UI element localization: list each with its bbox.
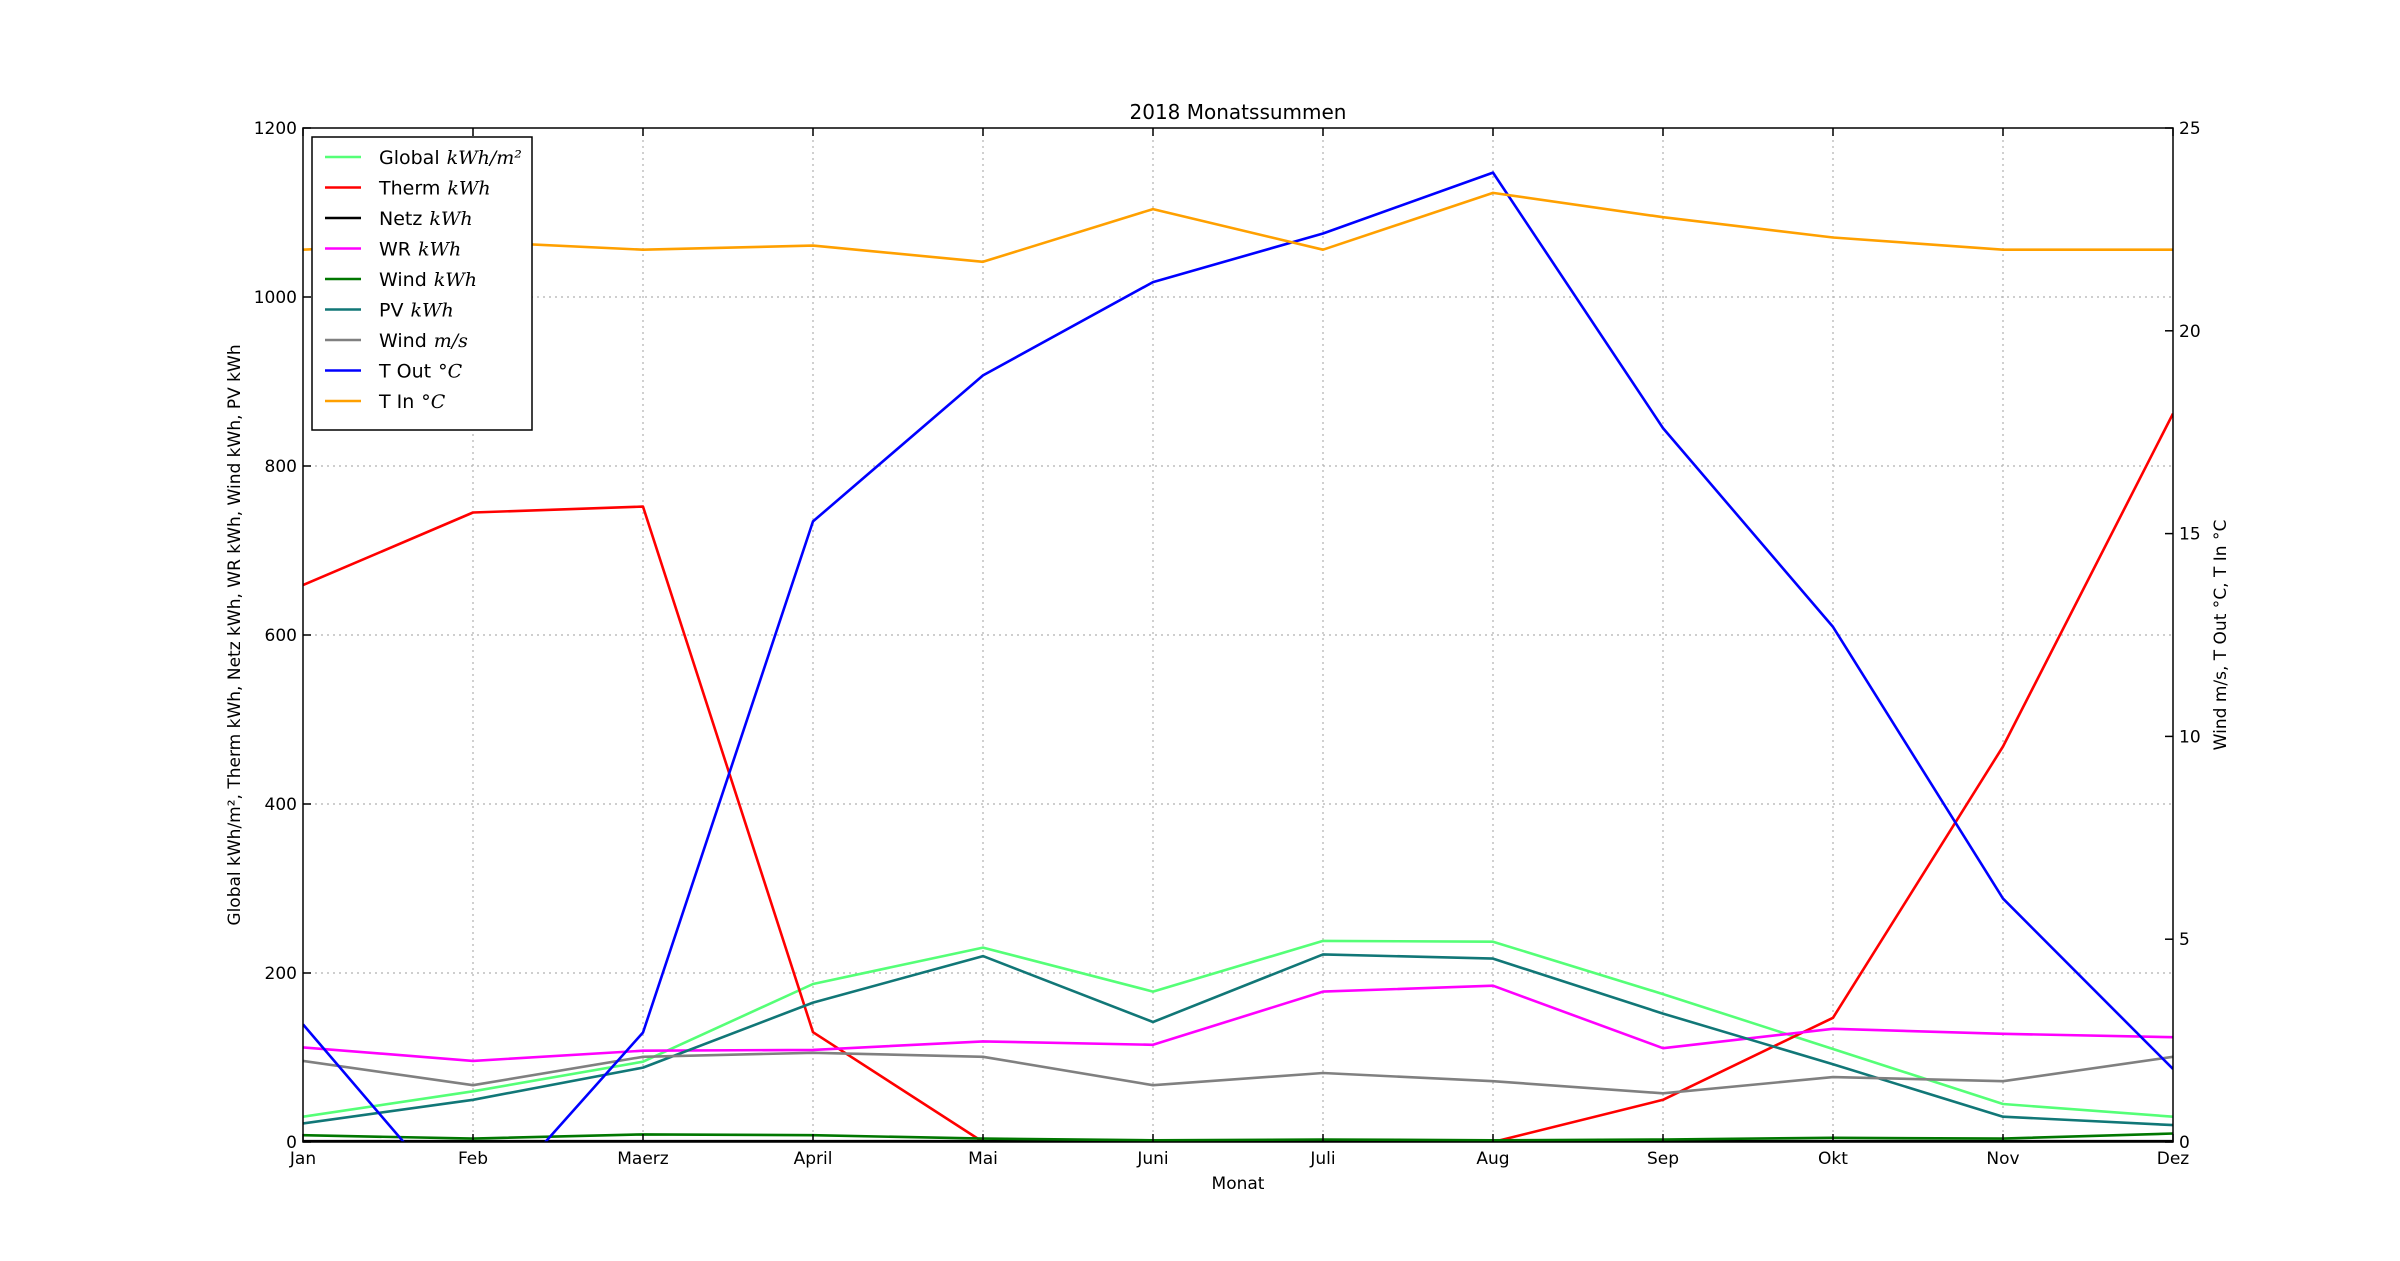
y-tick-label-left: 1200 — [254, 119, 297, 139]
x-tick-label: Maerz — [617, 1149, 669, 1169]
x-tick-label: Jan — [289, 1149, 316, 1169]
y-tick-label-right: 10 — [2179, 727, 2201, 747]
legend-series-name: T In — [378, 391, 414, 413]
legend-series-name: Wind — [379, 269, 427, 291]
y-tick-label-left: 200 — [265, 964, 297, 984]
legend-label: T Out °C — [378, 361, 463, 383]
y-tick-label-left: 800 — [265, 457, 297, 477]
legend-label: Global kWh/m² — [379, 147, 522, 169]
legend-series-name: Netz — [379, 208, 422, 230]
y-tick-label-right: 15 — [2179, 525, 2201, 545]
legend-series-unit: kWh — [447, 178, 490, 200]
series-line-wind-kwh — [303, 1132, 2173, 1142]
legend-series-name: Therm — [378, 178, 440, 200]
legend-series-unit: m/s — [434, 330, 468, 352]
legend-series-unit: kWh — [410, 300, 453, 322]
series-line-t-out-c — [303, 171, 2173, 1142]
axis-ticks: Jan Feb Maerz April Mai Juni Juli Aug Sep Okt Nov D… — [254, 119, 2201, 1169]
y-tick-label-left: 0 — [286, 1133, 297, 1153]
y-axis-label-left: Global kWh/m², Therm kWh, Netz kWh, WR k… — [225, 344, 245, 925]
legend-series-unit: kWh/m² — [447, 147, 522, 169]
x-tick-label: Juni — [1136, 1149, 1168, 1169]
legend-series-name: Wind — [379, 330, 427, 352]
series-line-wind-m-s — [303, 1051, 2173, 1095]
legend-series-name: Global — [379, 147, 440, 169]
legend-label: Therm kWh — [378, 178, 491, 200]
x-tick-label: Juli — [1309, 1149, 1335, 1169]
legend-series-name: T Out — [378, 361, 431, 383]
legend-box — [311, 136, 533, 431]
x-tick-label: Sep — [1647, 1149, 1679, 1169]
legend-series-unit: °C — [421, 391, 446, 413]
series-line-t-in-c — [303, 191, 2173, 264]
y-tick-label-left: 600 — [265, 626, 297, 646]
legend-label: T In °C — [378, 391, 446, 413]
legend-label: Netz kWh — [379, 208, 473, 230]
legend-series-unit: kWh — [418, 239, 461, 261]
y-tick-label-right: 25 — [2179, 119, 2201, 139]
x-tick-label: April — [794, 1149, 833, 1169]
series-lines — [303, 171, 2173, 1142]
series-line-global-kwh-m — [303, 939, 2173, 1118]
legend-label: Wind kWh — [379, 269, 477, 291]
x-tick-label: Okt — [1818, 1149, 1848, 1169]
legend-series-unit: °C — [438, 361, 463, 383]
series-line-pv-kwh — [303, 953, 2173, 1127]
legend-series-unit: kWh — [429, 208, 472, 230]
x-tick-label: Dez — [2157, 1149, 2190, 1169]
y-tick-label-right: 5 — [2179, 930, 2190, 950]
legend-label: Wind m/s — [379, 330, 468, 352]
series-line-wr-kwh — [303, 984, 2173, 1063]
legend-series-unit: kWh — [434, 269, 477, 291]
legend-label: WR kWh — [379, 239, 461, 261]
y-tick-label-right: 0 — [2179, 1133, 2190, 1153]
x-tick-label: Feb — [458, 1149, 488, 1169]
y-tick-label-left: 400 — [265, 795, 297, 815]
legend-label: PV kWh — [379, 300, 454, 322]
x-tick-label: Mai — [968, 1149, 998, 1169]
chart-title: 2018 Monatssummen — [1130, 100, 1347, 124]
x-axis-label: Monat — [1212, 1174, 1265, 1194]
y-axis-label-right: Wind m/s, T Out °C, T In °C — [2211, 520, 2231, 751]
x-tick-label: Aug — [1476, 1149, 1509, 1169]
legend-series-name: PV — [379, 300, 403, 322]
legend-series-name: WR — [379, 239, 411, 261]
y-tick-label-right: 20 — [2179, 322, 2201, 342]
y-tick-label-left: 1000 — [254, 288, 297, 308]
x-tick-label: Nov — [1986, 1149, 2019, 1169]
series-line-therm-kwh — [303, 413, 2173, 1142]
